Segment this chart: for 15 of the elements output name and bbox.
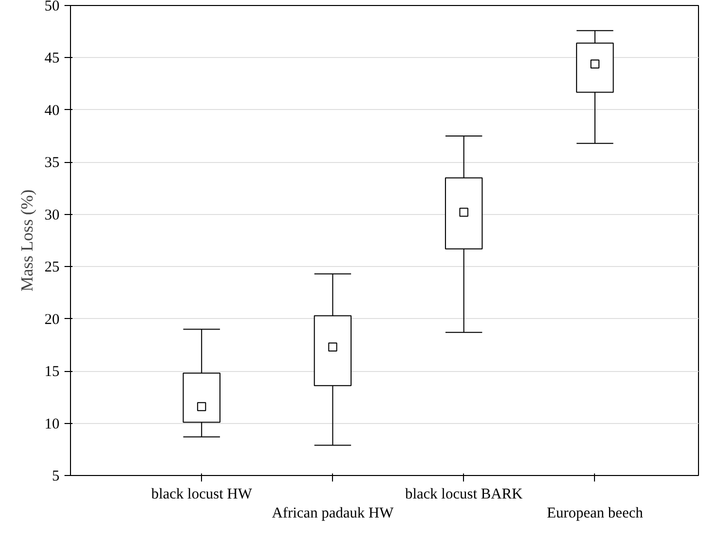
y-axis-title: Mass Loss (%)	[18, 189, 36, 292]
x-tick-label: black locust BARK	[405, 486, 523, 502]
x-tick-label: African padauk HW	[272, 506, 394, 522]
y-tick-label: 45	[44, 50, 60, 67]
x-tick-label: black locust HW	[151, 486, 253, 502]
y-tick-label: 25	[44, 260, 60, 276]
y-tick-label: 40	[44, 102, 60, 119]
y-tick-label: 15	[44, 364, 60, 380]
y-tick-label: 35	[44, 155, 60, 172]
x-tick-label: European beech	[546, 506, 644, 522]
y-tick-label: 50	[44, 0, 60, 14]
y-tick-label: 5	[52, 468, 60, 484]
y-tick-label: 10	[44, 416, 60, 432]
y-tick-label: 30	[44, 207, 60, 224]
y-tick-label: 20	[44, 312, 60, 328]
